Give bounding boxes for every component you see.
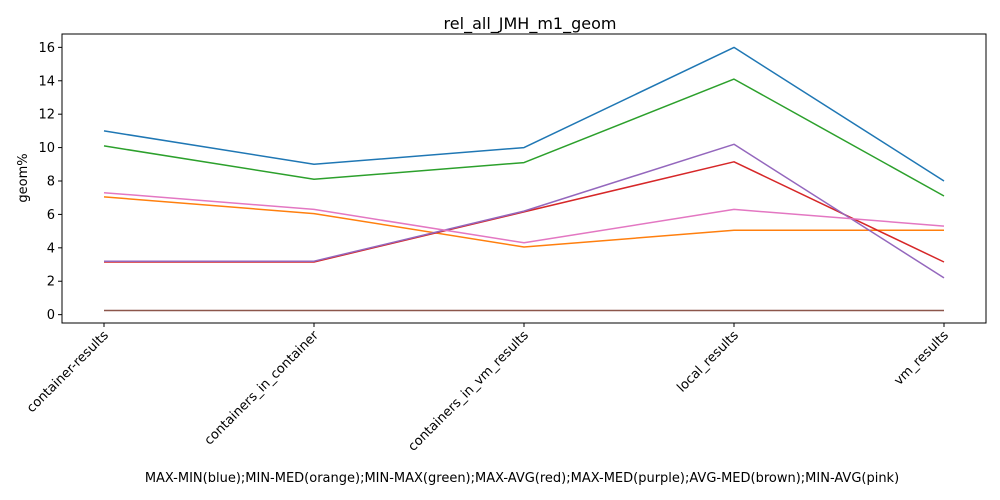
- y-tick-label: 12: [38, 108, 55, 123]
- chart-title: rel_all_JMH_m1_geom: [444, 14, 617, 34]
- series-line-4: [104, 161, 945, 263]
- plot-area-frame: [61, 33, 987, 324]
- series-line-2: [103, 196, 944, 248]
- series-line-5: [104, 143, 945, 279]
- y-tick-label: 10: [38, 141, 55, 156]
- series-line-1: [103, 46, 945, 182]
- y-tick-label: 6: [47, 208, 55, 223]
- x-tick-label: local_results: [674, 328, 742, 396]
- y-tick-label: 4: [47, 241, 55, 256]
- y-tick-label: 2: [47, 275, 55, 290]
- series-line-7: [103, 191, 945, 244]
- y-tick-label: 14: [38, 74, 55, 89]
- x-axis-label: MAX-MIN(blue);MIN-MED(orange);MIN-MAX(gr…: [145, 471, 899, 486]
- y-tick-label: 8: [47, 175, 55, 190]
- y-tick-label: 16: [38, 41, 55, 56]
- x-tick-label: container-results: [24, 328, 112, 416]
- x-tick-label: vm_results: [891, 328, 952, 389]
- y-axis: 0 2 4 6 8 10 12 14 16: [38, 41, 62, 323]
- y-tick-label: 0: [47, 308, 55, 323]
- series-layer: [103, 46, 945, 312]
- x-tick-label: containers_in_vm_results: [406, 328, 532, 454]
- y-axis-label: geom%: [16, 153, 31, 202]
- x-tick-label: containers_in_container: [202, 328, 323, 449]
- series-line-3: [103, 78, 945, 197]
- x-axis: container-results containers_in_container…: [24, 323, 952, 455]
